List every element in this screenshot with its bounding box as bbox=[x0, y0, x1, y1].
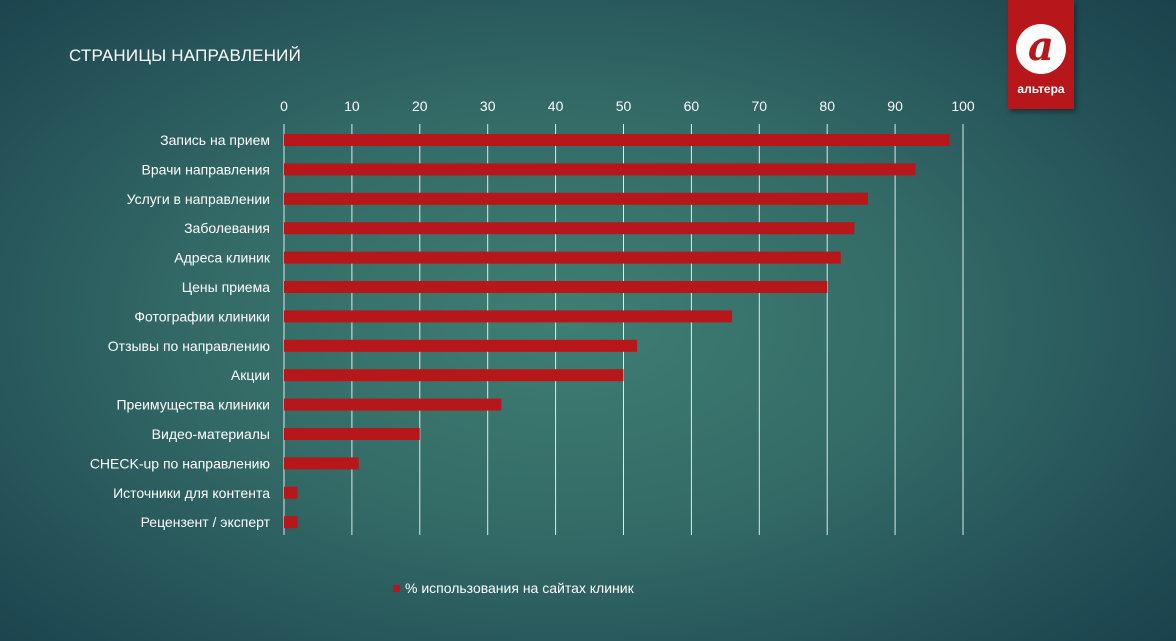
bar-8 bbox=[284, 339, 638, 352]
x-tick-label: 40 bbox=[548, 98, 564, 114]
category-label: Врачи направления bbox=[142, 161, 270, 177]
category-label: Услуги в направлении bbox=[127, 191, 270, 207]
bar-5 bbox=[284, 251, 841, 264]
x-tick-label: 20 bbox=[412, 98, 428, 114]
bar-2 bbox=[284, 163, 916, 176]
page-title: СТРАНИЦЫ НАПРАВЛЕНИЙ bbox=[69, 46, 302, 65]
category-label: Источники для контента bbox=[113, 485, 270, 501]
category-label: Рецензент / эксперт bbox=[141, 514, 271, 530]
x-tick-label: 90 bbox=[887, 98, 903, 114]
x-tick-label: 100 bbox=[951, 98, 975, 114]
x-tick-label: 70 bbox=[752, 98, 768, 114]
x-tick-label: 80 bbox=[819, 98, 835, 114]
logo-mark-icon: a bbox=[1016, 24, 1066, 74]
bar-11 bbox=[284, 428, 420, 440]
bar-12 bbox=[284, 457, 359, 470]
bar-14 bbox=[284, 516, 298, 529]
bar-4 bbox=[284, 222, 855, 235]
category-label: Акции bbox=[231, 367, 270, 383]
bar-10 bbox=[284, 398, 502, 411]
category-label: Отзывы по направлению bbox=[108, 338, 270, 354]
legend-label: % использования на сайтах клиник bbox=[405, 580, 634, 596]
legend: % использования на сайтах клиник bbox=[393, 580, 634, 596]
category-label: Цены приема bbox=[182, 279, 270, 295]
legend-swatch bbox=[393, 584, 400, 592]
bar-3 bbox=[284, 192, 868, 205]
altera-logo: a альтера bbox=[1008, 0, 1074, 109]
bar-1 bbox=[284, 134, 950, 146]
bar-7 bbox=[284, 310, 733, 323]
logo-text: альтера bbox=[1017, 82, 1065, 96]
category-label: Запись на прием bbox=[160, 132, 270, 148]
x-tick-label: 30 bbox=[480, 98, 496, 114]
category-label: Преимущества клиники bbox=[116, 397, 270, 413]
bar-13 bbox=[284, 486, 298, 499]
x-tick-label: 10 bbox=[344, 98, 360, 114]
x-tick-label: 60 bbox=[684, 98, 700, 114]
category-label: Фотографии клиники bbox=[134, 308, 270, 324]
category-label: Адреса клиник bbox=[174, 250, 271, 266]
category-label: Видео-материалы bbox=[152, 426, 270, 442]
category-label: CHECK-up по направлению bbox=[90, 455, 270, 471]
category-label: Заболевания bbox=[184, 220, 270, 236]
x-tick-label: 50 bbox=[616, 98, 632, 114]
x-tick-label: 0 bbox=[280, 98, 288, 114]
bar-9 bbox=[284, 369, 624, 382]
bar-6 bbox=[284, 281, 828, 293]
